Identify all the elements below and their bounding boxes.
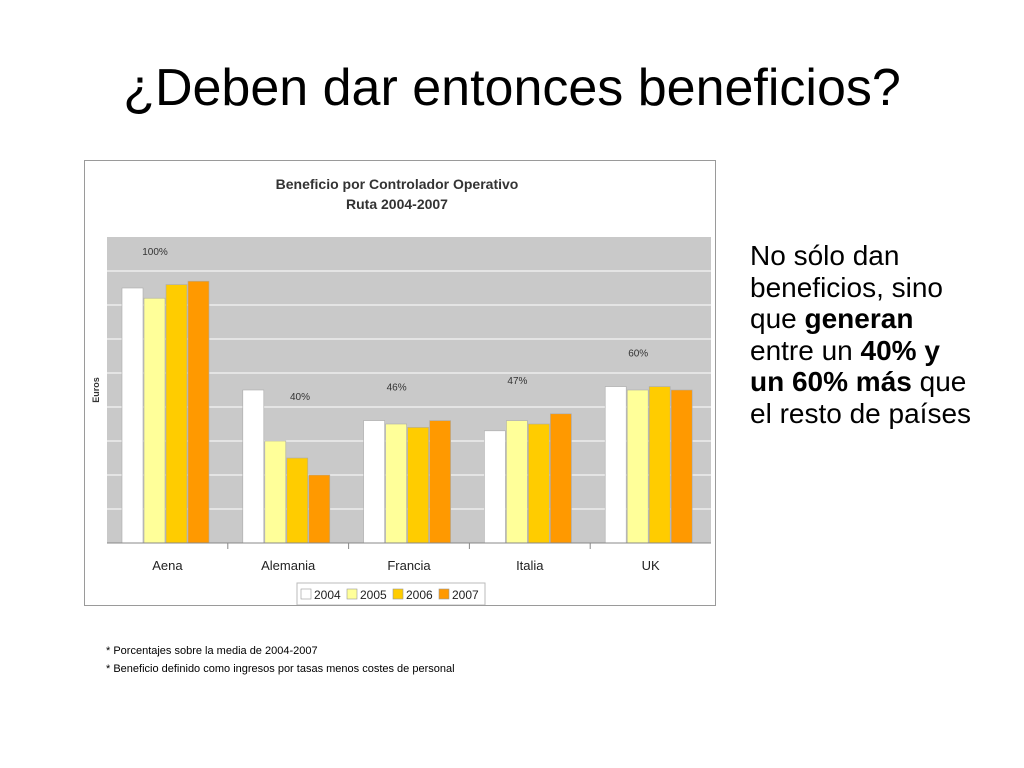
legend-swatch — [346, 588, 358, 600]
chart-title: Beneficio por Controlador Operativo — [276, 176, 519, 192]
bar — [363, 420, 385, 544]
bar — [143, 297, 166, 544]
percent-annotation: 46% — [387, 383, 407, 394]
percent-annotation: 47% — [507, 376, 527, 387]
chart-container: Beneficio por Controlador Operativo Ruta … — [84, 160, 716, 606]
footnote: * Beneficio definido como ingresos por t… — [106, 663, 455, 675]
side-text-bold-generan: generan — [804, 303, 914, 334]
bar — [648, 386, 671, 544]
percent-annotation: 40% — [290, 392, 310, 403]
bar — [385, 423, 407, 544]
x-tick-label: Aena — [152, 558, 183, 573]
legend-label: 2006 — [406, 588, 433, 602]
bar — [506, 420, 528, 544]
x-tick-label: Francia — [387, 558, 431, 573]
legend-label: 2005 — [360, 588, 387, 602]
legend-box — [296, 582, 486, 605]
percent-annotation: 100% — [142, 247, 168, 258]
bar — [670, 389, 693, 544]
legend-swatch — [392, 588, 404, 600]
bar — [626, 389, 649, 544]
bar — [121, 287, 144, 544]
bar — [308, 474, 331, 544]
slide-title: ¿Deben dar entonces beneficios? — [123, 59, 901, 117]
bar — [165, 284, 188, 544]
legend-label: 2004 — [314, 588, 341, 602]
bar — [604, 386, 627, 544]
legend-swatch — [300, 588, 312, 600]
legend-label: 2007 — [452, 588, 479, 602]
y-axis-label: Euros — [91, 377, 101, 403]
x-tick-label: UK — [642, 558, 660, 573]
footnotes: * Porcentajes sobre la media de 2004-200… — [106, 642, 455, 678]
percent-annotation: 60% — [628, 349, 648, 360]
bar — [242, 389, 265, 544]
bar — [550, 413, 572, 544]
bar — [528, 423, 550, 544]
chart-title: Ruta 2004-2007 — [346, 196, 448, 212]
bar — [187, 280, 210, 544]
side-text-ending: que el resto de países — [750, 366, 972, 429]
x-tick-label: Alemania — [261, 558, 316, 573]
side-text: No sólo dan beneficios, sino que generan… — [750, 240, 980, 429]
x-tick-label: Italia — [516, 558, 544, 573]
bar-chart: Beneficio por Controlador Operativo Ruta … — [91, 176, 711, 605]
bar — [286, 457, 309, 544]
legend-swatch — [438, 588, 450, 600]
bar — [484, 430, 506, 544]
side-text-middle: entre un — [750, 334, 861, 366]
footnote: * Porcentajes sobre la media de 2004-200… — [106, 645, 318, 657]
side-text-bold-percent: 40% y un 60% más — [750, 334, 940, 398]
side-text-intro: No sólo dan beneficios, sino que — [750, 240, 944, 334]
bar — [407, 427, 429, 544]
bar — [264, 440, 287, 544]
bar — [429, 420, 451, 544]
